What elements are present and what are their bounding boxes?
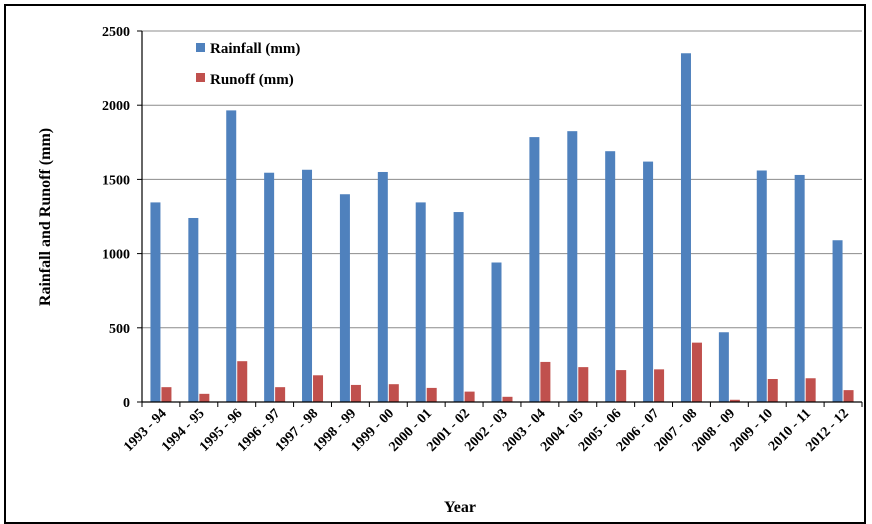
legend: Rainfall (mm) Runoff (mm) (196, 41, 300, 88)
legend-label-rainfall: Rainfall (mm) (210, 41, 300, 57)
bar-rainfall (718, 332, 729, 402)
gridlines (142, 30, 862, 329)
bars (150, 53, 854, 403)
bar-runoff (767, 378, 778, 402)
bar-rainfall (453, 212, 464, 402)
y-tick-label: 1000 (102, 248, 130, 263)
bar-runoff (578, 367, 589, 402)
bar-rainfall (150, 202, 161, 402)
bar-rainfall (415, 202, 426, 402)
chart-frame (4, 4, 866, 524)
x-axis-title: Year (444, 499, 476, 515)
y-tick-labels: 0 500 1000 1500 2000 2500 (102, 25, 142, 411)
bar-runoff (464, 391, 475, 402)
y-tick-label: 0 (123, 396, 130, 411)
bar-rainfall (491, 262, 502, 402)
bar-runoff (805, 378, 816, 402)
bar-rainfall (302, 169, 313, 402)
bar-rainfall (794, 174, 805, 402)
bar-runoff (616, 370, 627, 402)
bar-runoff (502, 396, 513, 402)
bar-runoff (161, 387, 172, 402)
bar-runoff (654, 369, 665, 402)
bar-runoff (237, 361, 248, 402)
bar-rainfall (832, 240, 843, 402)
bar-rainfall (377, 171, 388, 402)
y-tick-label: 1500 (102, 173, 130, 188)
bar-rainfall (756, 170, 767, 402)
bar-runoff (275, 387, 286, 402)
bar-runoff (691, 342, 702, 402)
bar-runoff (350, 384, 361, 402)
bar-rainfall (605, 151, 616, 402)
y-tick-label: 2500 (102, 25, 130, 40)
legend-label-runoff: Runoff (mm) (210, 72, 294, 88)
bar-runoff (843, 390, 854, 402)
bar-rainfall (680, 53, 691, 402)
bar-runoff (729, 399, 740, 402)
bar-runoff (388, 384, 399, 402)
axes (141, 31, 863, 407)
legend-swatch-runoff (196, 73, 205, 82)
bar-rainfall (226, 110, 237, 403)
bar-rainfall (264, 172, 275, 402)
bar-rainfall (339, 194, 350, 402)
y-axis-title: Rainfall and Runoff (mm) (37, 128, 54, 306)
bar-runoff (313, 375, 324, 402)
bar-rainfall (529, 137, 540, 402)
bar-rainfall (643, 161, 654, 402)
bar-runoff (540, 361, 551, 402)
bar-runoff (426, 387, 437, 402)
bar-runoff (199, 393, 210, 402)
bar-rainfall (567, 131, 578, 403)
y-tick-label: 2000 (102, 99, 130, 114)
bar-rainfall (188, 217, 199, 402)
legend-swatch-rainfall (196, 43, 205, 52)
y-tick-label: 500 (109, 322, 130, 337)
